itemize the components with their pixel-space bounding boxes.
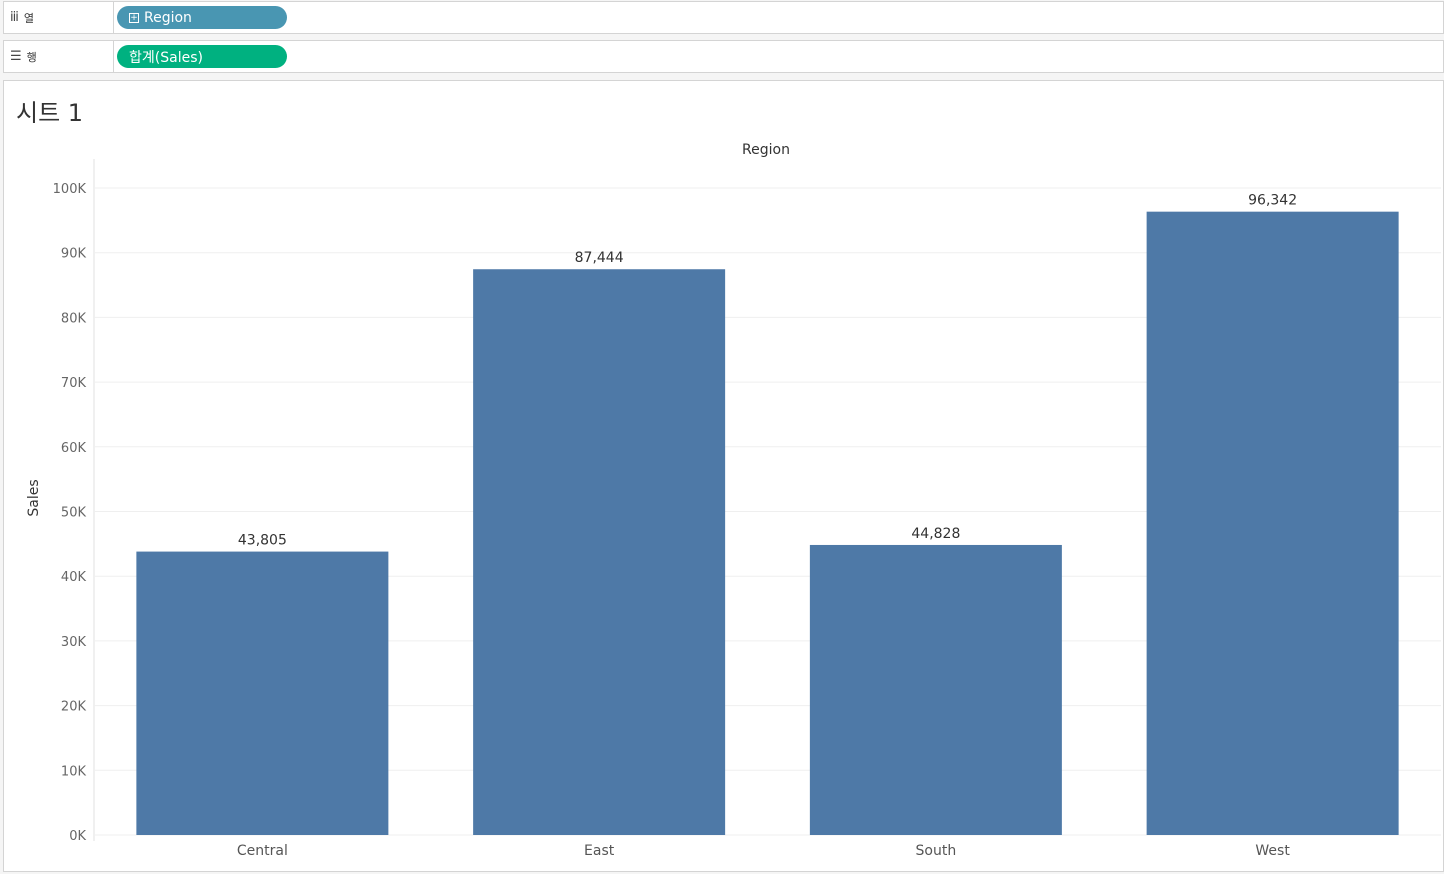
worksheet: 시트 1 Region Sales 0K 10K 20K 30K 40K 50K 60K 70… bbox=[3, 80, 1444, 872]
bar-east[interactable] bbox=[473, 269, 726, 835]
y-axis-title: Sales bbox=[26, 479, 42, 516]
columns-icon: iii bbox=[10, 10, 19, 25]
rows-icon: ☰ bbox=[10, 49, 22, 64]
sum-sales-pill-label: 합계(Sales) bbox=[129, 49, 203, 66]
bar-value-label: 44,828 bbox=[911, 526, 960, 542]
sheet-title: 시트 1 bbox=[16, 99, 84, 127]
y-tick-label: 60K bbox=[61, 441, 87, 456]
rows-label-text: 행 bbox=[26, 50, 37, 64]
y-tick-label: 0K bbox=[69, 829, 86, 844]
columns-label-text: 열 bbox=[23, 11, 34, 25]
sum-sales-pill[interactable]: 합계(Sales) bbox=[117, 45, 287, 68]
bar-value-label: 87,444 bbox=[575, 250, 624, 266]
region-pill[interactable]: + Region bbox=[117, 6, 287, 29]
y-tick-label: 70K bbox=[61, 376, 87, 391]
y-tick-label: 80K bbox=[61, 311, 87, 326]
y-tick-label: 40K bbox=[61, 570, 87, 585]
bar-south[interactable] bbox=[809, 544, 1062, 835]
expand-plus-icon[interactable]: + bbox=[129, 12, 139, 23]
bar-chart: Region Sales 0K 10K 20K 30K 40K 50K 60K 70K 80K 9… bbox=[26, 142, 1441, 859]
bar-value-label: 96,342 bbox=[1248, 193, 1297, 209]
columns-shelf[interactable]: iii 열 + Region bbox=[3, 1, 1444, 34]
bar-central[interactable] bbox=[136, 551, 389, 835]
column-header: Region bbox=[742, 142, 790, 158]
x-tick-label: East bbox=[584, 843, 615, 859]
y-tick-label: 90K bbox=[61, 247, 87, 262]
region-pill-label: Region bbox=[144, 9, 192, 26]
x-tick-label: South bbox=[916, 843, 957, 859]
x-tick-label: Central bbox=[237, 843, 288, 859]
columns-shelf-label: iii 열 bbox=[4, 2, 114, 33]
rows-shelf-label: ☰ 행 bbox=[4, 41, 114, 72]
bar-value-label: 43,805 bbox=[238, 533, 287, 549]
y-tick-label: 50K bbox=[61, 506, 87, 521]
y-tick-label: 20K bbox=[61, 700, 87, 715]
x-tick-label: West bbox=[1255, 843, 1290, 859]
bar-west[interactable] bbox=[1146, 211, 1399, 836]
y-tick-label: 10K bbox=[61, 764, 87, 779]
y-tick-label: 100K bbox=[53, 182, 87, 197]
y-tick-label: 30K bbox=[61, 635, 87, 650]
rows-shelf[interactable]: ☰ 행 합계(Sales) bbox=[3, 40, 1444, 73]
